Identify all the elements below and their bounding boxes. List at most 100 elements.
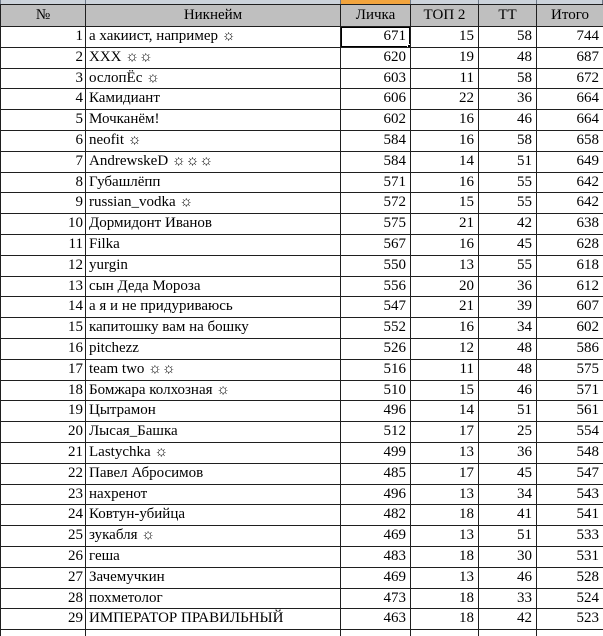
cell-tt[interactable]: 36 [478,441,537,464]
cell-lichka[interactable]: 483 [340,545,411,568]
cell-top2[interactable]: 14 [410,150,479,173]
cell-lichka[interactable]: 606 [340,88,411,111]
cell-lichka[interactable]: 547 [340,296,411,319]
cell-nickname[interactable]: AndrewskeD ☼☼☼ [85,150,341,173]
cell-nickname[interactable] [85,629,341,636]
selected-column-header-highlight[interactable] [340,0,411,4]
cell-lichka[interactable]: 482 [340,504,411,527]
cell-nickname[interactable]: pitchezz [85,337,341,360]
cell-top2[interactable]: 18 [410,608,479,631]
cell-num[interactable] [0,629,86,636]
cell-top2[interactable]: 11 [410,67,479,90]
cell-tt[interactable]: 55 [478,192,537,215]
cell-top2[interactable]: 16 [410,109,479,131]
cell-nickname[interactable]: а хакиист, например ☼ [85,26,341,48]
cell-total[interactable]: 612 [536,275,603,298]
cell-lichka[interactable]: 469 [340,525,411,547]
cell-total[interactable]: 531 [536,545,603,568]
cell-total[interactable]: 543 [536,483,603,506]
cell-tt[interactable]: 33 [478,587,537,610]
cell-nickname[interactable]: Зачемучкин [85,566,341,589]
cell-tt[interactable] [478,629,537,636]
cell-total[interactable]: 524 [536,587,603,610]
cell-lichka[interactable]: 526 [340,337,411,360]
cell-num[interactable]: 10 [0,213,86,235]
cell-top2[interactable]: 16 [410,171,479,194]
cell-nickname[interactable]: капитошку вам на бошку [85,317,341,339]
cell-tt[interactable]: 55 [478,254,537,277]
cell-num[interactable]: 27 [0,566,86,589]
cell-lichka[interactable]: 469 [340,566,411,589]
cell-num[interactable]: 23 [0,483,86,506]
cell-lichka[interactable]: 620 [340,46,411,69]
cell-lichka[interactable]: 552 [340,317,411,339]
cell-top2[interactable]: 11 [410,358,479,381]
column-header-lichka[interactable]: Личка [340,4,411,27]
cell-top2[interactable]: 16 [410,317,479,339]
column-header-top2[interactable]: ТОП 2 [410,4,479,27]
cell-total[interactable]: 672 [536,67,603,90]
cell-top2[interactable]: 13 [410,566,479,589]
cell-lichka[interactable]: 485 [340,462,411,485]
cell-tt[interactable]: 55 [478,171,537,194]
fill-handle[interactable] [407,43,410,47]
cell-tt[interactable]: 41 [478,504,537,527]
cell-lichka[interactable]: 572 [340,192,411,215]
cell-total[interactable]: 528 [536,566,603,589]
cell-num[interactable]: 16 [0,337,86,360]
cell-total[interactable]: 744 [536,26,603,48]
cell-top2[interactable]: 18 [410,587,479,610]
cell-nickname[interactable]: нахренот [85,483,341,506]
cell-total[interactable]: 642 [536,171,603,194]
cell-lichka[interactable]: 463 [340,608,411,631]
cell-nickname[interactable]: russian_vodka ☼ [85,192,341,215]
cell-num[interactable]: 13 [0,275,86,298]
cell-tt[interactable]: 51 [478,525,537,547]
cell-top2[interactable]: 15 [410,192,479,215]
cell-tt[interactable]: 51 [478,150,537,173]
cell-num[interactable]: 3 [0,67,86,90]
cell-lichka[interactable]: 584 [340,129,411,152]
cell-tt[interactable]: 45 [478,462,537,485]
cell-nickname[interactable]: Губашлёпп [85,171,341,194]
cell-total[interactable]: 586 [536,337,603,360]
cell-lichka[interactable]: 512 [340,421,411,443]
cell-lichka[interactable]: 602 [340,109,411,131]
cell-nickname[interactable]: Камидиант [85,88,341,111]
cell-nickname[interactable]: сын Деда Мороза [85,275,341,298]
cell-tt[interactable]: 36 [478,88,537,111]
cell-nickname[interactable]: Цытрамон [85,400,341,423]
cell-top2[interactable]: 13 [410,441,479,464]
cell-num[interactable]: 22 [0,462,86,485]
cell-nickname[interactable]: Дормидонт Иванов [85,213,341,235]
cell-tt[interactable]: 51 [478,400,537,423]
cell-lichka[interactable]: 496 [340,400,411,423]
cell-total[interactable]: 687 [536,46,603,69]
cell-tt[interactable]: 48 [478,358,537,381]
cell-top2[interactable]: 22 [410,88,479,111]
cell-num[interactable]: 7 [0,150,86,173]
cell-tt[interactable]: 30 [478,545,537,568]
cell-top2[interactable]: 16 [410,129,479,152]
cell-nickname[interactable]: XXX ☼☼ [85,46,341,69]
cell-tt[interactable]: 46 [478,109,537,131]
cell-top2[interactable]: 18 [410,504,479,527]
cell-lichka[interactable]: 516 [340,358,411,381]
cell-lichka[interactable]: 567 [340,233,411,256]
cell-nickname[interactable]: yurgin [85,254,341,277]
cell-tt[interactable]: 58 [478,129,537,152]
cell-num[interactable]: 6 [0,129,86,152]
cell-total[interactable]: 547 [536,462,603,485]
cell-nickname[interactable]: похметолог [85,587,341,610]
cell-total[interactable]: 638 [536,213,603,235]
cell-nickname[interactable]: neofit ☼ [85,129,341,152]
cell-nickname[interactable]: а я и не придуриваюсь [85,296,341,319]
cell-lichka[interactable]: 671 [340,26,411,48]
cell-nickname[interactable]: Мочканём! [85,109,341,131]
cell-total[interactable]: 664 [536,88,603,111]
cell-total[interactable]: 523 [536,608,603,631]
cell-num[interactable]: 5 [0,109,86,131]
cell-top2[interactable]: 15 [410,379,479,402]
cell-top2[interactable]: 21 [410,213,479,235]
cell-total[interactable]: 575 [536,358,603,381]
